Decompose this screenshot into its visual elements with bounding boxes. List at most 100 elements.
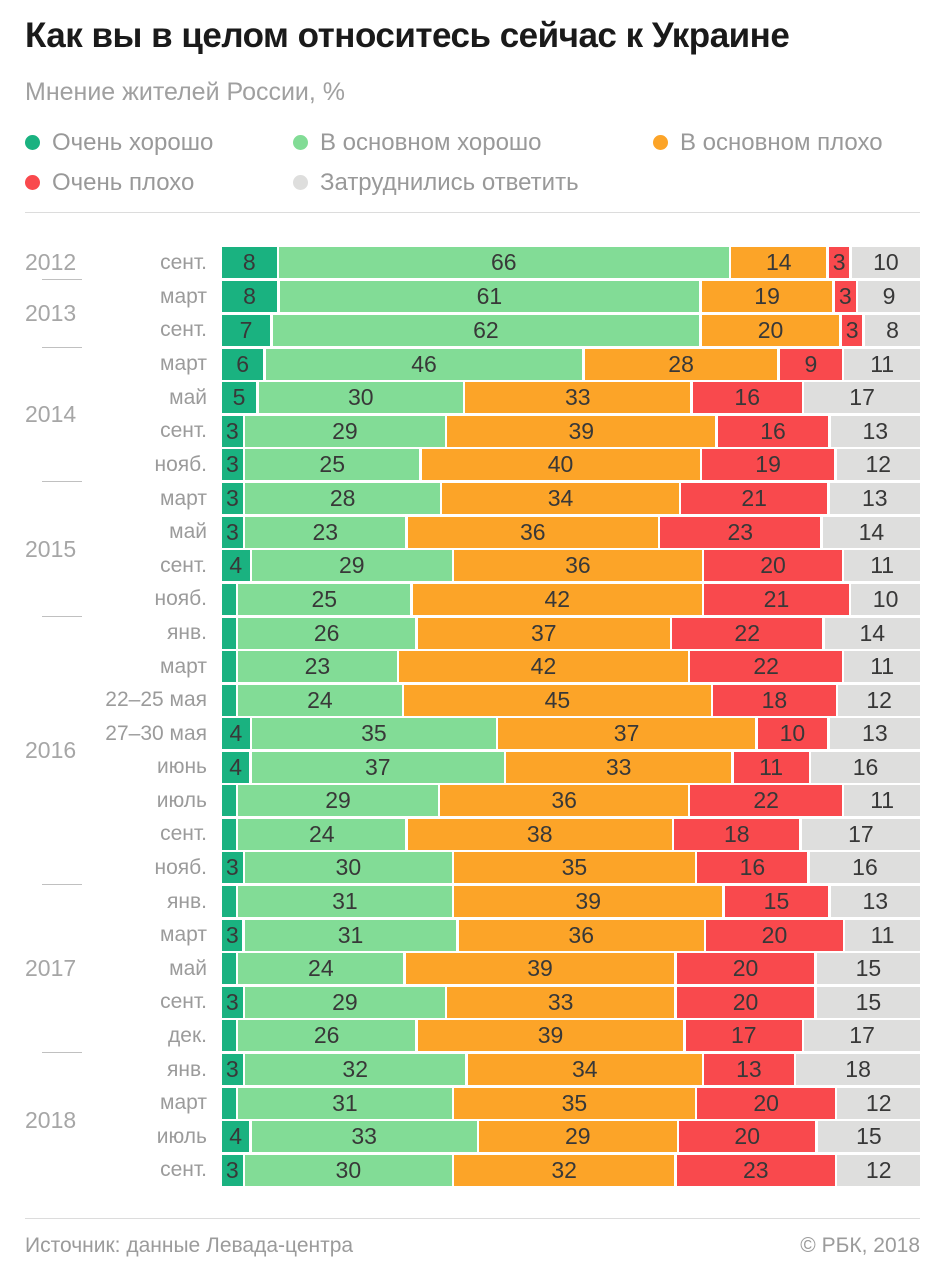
bar-segment-4: 15 (816, 953, 920, 985)
bar-segment-3: 16 (717, 415, 829, 447)
month-label: март (160, 654, 207, 678)
bar-segment-3: 10 (757, 718, 828, 750)
bar-segment-1: 30 (245, 1154, 452, 1186)
legend-label: Очень хорошо (52, 128, 214, 156)
bar-segment-4: 13 (830, 886, 920, 918)
stacked-bar: 3 29 33 20 15 (222, 986, 920, 1018)
bar-row: сент. 3 29 39 16 13 (120, 415, 920, 447)
bar-segment-3: 22 (690, 651, 842, 683)
bar-row: март 23 42 22 11 (120, 651, 920, 683)
year-group-2014: 2014 март 6 46 28 9 11 май 5 30 33 16 17 сент. 3 29 39 16… (25, 348, 921, 482)
stacked-bar: 4 35 37 10 13 (222, 718, 920, 750)
bar-segment-3: 17 (685, 1020, 802, 1052)
bar-segment-2: 39 (405, 953, 675, 985)
bar-row: сент. 24 38 18 17 (120, 818, 920, 850)
bar-segment-2: 36 (458, 919, 704, 951)
month-label: 22–25 мая (105, 688, 207, 712)
year-group-2018: 2018 янв. 3 32 34 13 18 март 31 35 20 12 июль 4 33 29 20… (25, 1054, 920, 1186)
bar-segment-3: 9 (779, 348, 842, 380)
bar-row: сент. 4 29 36 20 11 (120, 550, 920, 582)
bar-segment-3: 18 (674, 818, 800, 850)
bar-row: нояб. 25 42 21 10 (120, 583, 920, 615)
bar-segment-4: 12 (836, 449, 920, 481)
stacked-bar: 8 61 19 3 9 (222, 281, 921, 313)
bar-segment-3: 21 (681, 483, 828, 515)
rows-column: март 3 28 34 21 13 май 3 23 36 23 14 сент. 4 29 36 20 11 н… (120, 483, 921, 615)
bar-segment-4: 16 (811, 751, 921, 783)
bar-segment-2: 39 (417, 1020, 684, 1052)
rows-column: март 8 61 19 3 9 сент. 7 62 20 3 8 (120, 281, 921, 346)
bar-segment-4: 15 (816, 986, 920, 1018)
bar-segment-2: 34 (467, 1054, 702, 1086)
month-label: янв. (167, 621, 207, 645)
legend-dot-icon (25, 175, 40, 191)
bar-row: 22–25 мая 24 45 18 12 (105, 684, 920, 716)
bar-segment-4: 11 (844, 348, 921, 380)
month-label: март (160, 1091, 207, 1115)
chart-title: Как вы в целом относитесь сейчас к Украи… (25, 16, 790, 55)
stacked-bar: 24 39 20 15 (222, 953, 920, 985)
bar-segment-3: 16 (697, 852, 808, 884)
legend-label: В основном хорошо (320, 128, 542, 156)
bar-segment-2: 32 (454, 1154, 675, 1186)
bar-segment-0: 4 (222, 751, 250, 783)
month-label: март (160, 352, 207, 376)
bar-segment-3: 20 (676, 986, 815, 1018)
stacked-bar-chart: 2012 сент. 8 66 14 3 10 2013 март 8 61 19 3 9 сент. 7 62… (25, 247, 921, 1186)
bar-segment-1: 23 (238, 651, 397, 683)
bar-segment-1: 31 (238, 1087, 452, 1119)
year-label: 2012 (25, 247, 120, 278)
bar-row: янв. 3 32 34 13 18 (120, 1054, 920, 1086)
stacked-bar: 4 37 33 11 16 (222, 751, 921, 783)
bar-segment-0 (222, 617, 236, 649)
bar-segment-4: 10 (851, 583, 920, 615)
bar-segment-4: 17 (804, 382, 920, 414)
stacked-bar: 6 46 28 9 11 (222, 348, 921, 380)
rows-column: март 6 46 28 9 11 май 5 30 33 16 17 сент. 3 29 39 16 13 но… (120, 348, 921, 481)
bar-segment-2: 19 (701, 281, 833, 313)
year-label-text: 2015 (25, 535, 77, 562)
bar-segment-4: 14 (822, 516, 921, 548)
bar-segment-3: 23 (676, 1154, 835, 1186)
legend-dot-icon (653, 135, 668, 151)
bar-segment-2: 39 (454, 886, 723, 918)
month-label: 27–30 мая (105, 721, 207, 745)
bar-row: сент. 3 29 33 20 15 (120, 986, 920, 1018)
legend-label: Затруднились ответить (320, 168, 579, 196)
bar-segment-4: 11 (845, 919, 921, 951)
bar-segment-4: 13 (829, 483, 920, 515)
bar-segment-0: 6 (222, 348, 264, 380)
legend-item-4: Затруднились ответить (293, 169, 653, 196)
stacked-bar: 29 36 22 11 (222, 785, 921, 817)
bar-segment-4: 12 (837, 1154, 920, 1186)
stacked-bar: 3 32 34 13 18 (222, 1054, 920, 1086)
legend-item-1: В основном хорошо (293, 129, 653, 156)
bar-segment-0 (222, 818, 236, 850)
bar-segment-1: 24 (238, 953, 404, 985)
month-label: сент. (160, 822, 207, 846)
stacked-bar: 24 45 18 12 (222, 684, 920, 716)
bar-segment-2: 37 (417, 617, 670, 649)
month-label: март (160, 486, 207, 510)
rows-column: янв. 31 39 15 13 март 3 31 36 20 11 май 24 39 20 15 сент… (120, 886, 921, 1052)
bar-segment-2: 20 (701, 314, 840, 346)
month-label: сент. (160, 1158, 207, 1182)
bar-segment-3: 22 (672, 617, 823, 649)
bar-segment-1: 28 (245, 483, 440, 515)
bar-segment-4: 8 (864, 314, 920, 346)
bar-segment-0: 4 (222, 1121, 250, 1153)
bar-row: май 24 39 20 15 (120, 953, 920, 985)
bar-segment-2: 34 (442, 483, 679, 515)
legend-item-3: Очень плохо (25, 169, 293, 196)
year-label: 2015 (25, 483, 120, 615)
year-label-text: 2016 (25, 737, 77, 763)
footer-divider (25, 1217, 920, 1219)
bar-row: сент. 8 66 14 3 10 (120, 247, 920, 279)
bar-segment-1: 29 (245, 986, 445, 1018)
bar-segment-4: 12 (837, 1087, 920, 1119)
bar-row: июнь 4 37 33 11 16 (120, 751, 921, 783)
bar-segment-3: 20 (697, 1087, 835, 1119)
bar-segment-1: 61 (279, 281, 700, 313)
bar-segment-3: 22 (690, 785, 842, 817)
